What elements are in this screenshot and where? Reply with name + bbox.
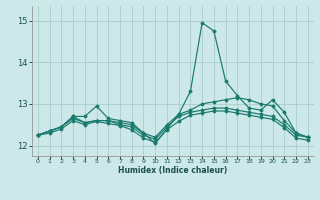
X-axis label: Humidex (Indice chaleur): Humidex (Indice chaleur): [118, 166, 228, 175]
